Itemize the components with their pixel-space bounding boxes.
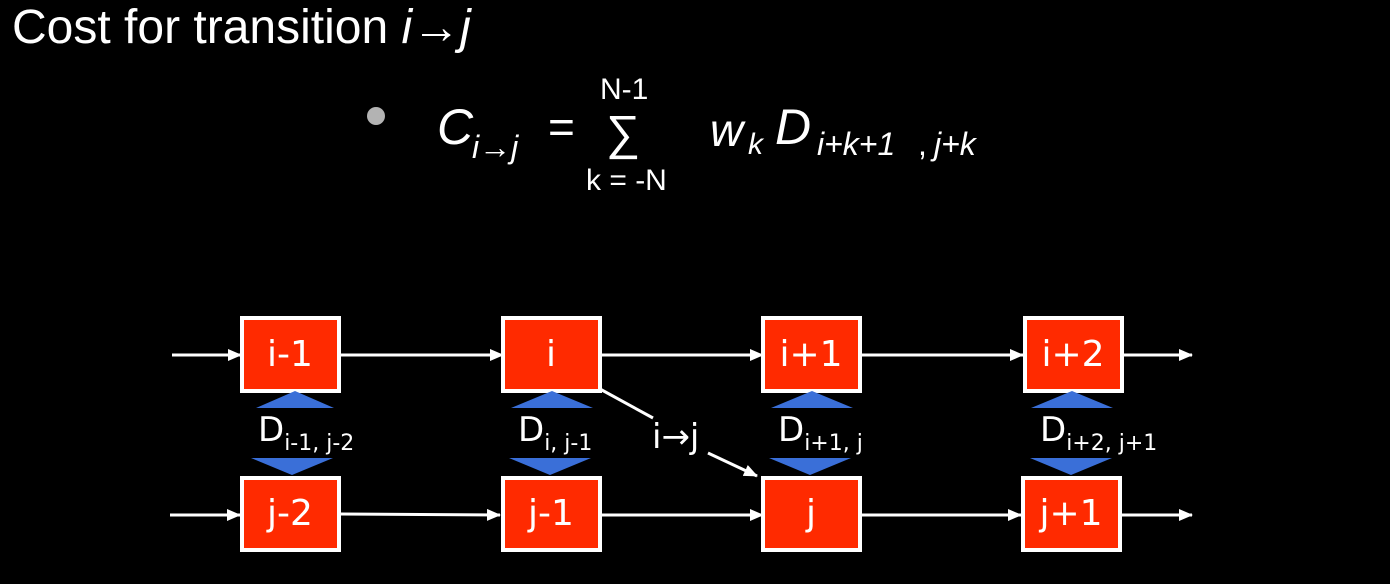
state-box-bottom-2 [501,476,602,552]
distance-main-4: D [1040,410,1066,450]
state-box-bottom-1 [240,476,341,552]
cost-formula: C i→j = N-1 ∑ k = -N w k D i+k+1 , j+k [0,0,1390,240]
title-var-i: i [401,1,413,54]
triangle-up-4 [1031,391,1113,408]
sum-symbol: ∑ [606,107,641,160]
sum-lower-limit: k = -N [586,164,667,197]
distance-label-1: Di-1, j-2 [258,410,354,456]
state-label-bottom-3: j [805,493,816,534]
formula-c: C [437,99,474,155]
formula-d-subscript-comma: , [918,126,927,162]
state-box-top-4 [1023,316,1124,393]
triangle-up-2 [511,391,593,408]
triangle-down-1 [251,458,333,475]
distance-sub-1: i-1, j-2 [284,431,354,456]
distance-main-1: D [258,410,284,450]
state-label-top-2: i [546,334,556,375]
formula-equals: = [548,101,575,153]
formula-w-subscript: k [748,128,763,161]
title-prefix: Cost for transition [12,1,402,54]
state-label-bottom-1: j-2 [266,493,313,534]
triangle-up-3 [771,391,853,408]
state-label-bottom-2: j-1 [527,493,574,534]
state-box-top-1 [240,316,341,393]
slide-title: Cost for transition i→j [12,1,471,55]
formula-c-subscript: i→j [472,129,519,165]
triangle-down-3 [769,458,851,475]
state-box-top-3 [761,316,862,393]
sum-upper-limit: N-1 [600,73,649,106]
triangle-down-4 [1030,458,1112,475]
transition-arrow [707,451,758,478]
formula-d-subscript-col: j+k [934,126,976,162]
distance-main-2: D [518,410,544,450]
formula-d-subscript-row: i+k+1 [817,126,896,162]
distance-label-4: Di+2, j+1 [1040,410,1157,456]
distance-sub-2: i, j-1 [544,431,592,456]
state-label-bottom-4: j+1 [1038,493,1102,534]
state-box-bottom-4 [1021,476,1122,552]
distance-sub-3: i+1, j [804,431,863,456]
distance-main-3: D [778,410,804,450]
title-arrow: → [412,1,461,54]
triangle-up-1 [256,391,334,408]
triangle-down-2 [509,458,591,475]
distance-label-3: Di+1, j [778,410,863,456]
transition-line [599,387,654,420]
state-label-top-3: i+1 [779,334,842,375]
state-box-bottom-3 [761,476,862,552]
title-var-j: j [460,1,471,54]
formula-w: w [710,104,744,156]
bullet-icon [367,107,385,125]
transition-label: i→j [652,417,699,457]
formula-d: D [775,99,812,155]
state-label-top-4: i+2 [1041,334,1104,375]
distance-sub-4: i+2, j+1 [1066,431,1157,456]
distance-label-2: Di, j-1 [518,410,592,456]
state-label-top-1: i-1 [267,334,313,375]
state-box-top-2 [501,316,602,393]
arrow-bottom-1-2 [339,508,501,521]
